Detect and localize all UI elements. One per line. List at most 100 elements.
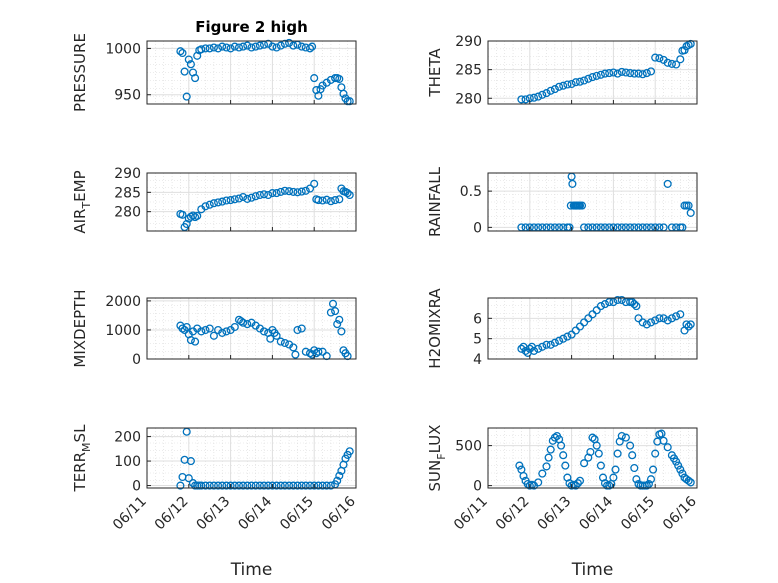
data-point xyxy=(630,300,639,309)
data-series xyxy=(515,429,695,490)
data-point xyxy=(289,41,298,50)
data-point xyxy=(592,306,601,315)
data-point xyxy=(529,346,539,355)
data-point xyxy=(285,481,294,490)
data-point xyxy=(197,481,206,490)
y-tick-label: 5 xyxy=(473,332,482,348)
data-point xyxy=(672,60,681,69)
y-tick-label: 100 xyxy=(114,454,141,470)
y-tick-label: 500 xyxy=(455,439,482,455)
data-point xyxy=(318,196,327,205)
data-point xyxy=(659,436,668,445)
axes-frame xyxy=(146,40,357,105)
data-point xyxy=(542,340,551,349)
subplot-2: 280 285 290 THETA xyxy=(426,34,698,107)
data-point xyxy=(651,53,660,62)
data-point xyxy=(293,481,302,490)
data-point xyxy=(178,48,187,58)
data-point xyxy=(657,429,666,438)
y-tick-label: 1000 xyxy=(105,323,141,339)
data-point xyxy=(310,179,319,188)
data-point xyxy=(555,82,564,91)
data-point xyxy=(178,324,187,333)
data-point xyxy=(571,78,580,87)
data-point xyxy=(634,314,643,323)
data-series xyxy=(176,299,352,361)
data-point xyxy=(251,481,260,490)
y-tick-label: 280 xyxy=(455,91,482,107)
data-point xyxy=(521,95,530,104)
data-point xyxy=(184,55,193,64)
data-point xyxy=(345,447,354,456)
data-point xyxy=(331,307,340,316)
data-point xyxy=(243,194,252,203)
y-axis-label: MIXDEPTH xyxy=(71,289,89,367)
data-point xyxy=(544,453,553,462)
y-tick-label: 0 xyxy=(473,220,482,236)
data-point xyxy=(613,449,622,458)
axes-frame xyxy=(146,172,357,232)
data-point xyxy=(280,39,289,48)
data-point xyxy=(550,433,559,442)
y-axis-label: AIRTEMP xyxy=(71,170,93,233)
data-point xyxy=(205,481,214,490)
data-point xyxy=(676,310,685,319)
data-point xyxy=(559,334,568,343)
data-point xyxy=(333,320,342,329)
data-point xyxy=(230,481,239,490)
y-axis-label-subscript: T xyxy=(80,202,93,210)
axes-frame xyxy=(487,427,698,489)
data-series xyxy=(176,38,354,106)
data-point xyxy=(600,69,610,78)
data-point xyxy=(251,42,260,51)
data-point xyxy=(214,44,223,53)
data-point xyxy=(259,481,269,490)
data-point xyxy=(297,481,306,490)
data-point xyxy=(314,347,323,356)
figure-title: Figure 2 high xyxy=(195,18,308,36)
data-point xyxy=(628,298,637,307)
data-point xyxy=(659,314,668,323)
x-axis-label: Time xyxy=(230,560,273,580)
data-point xyxy=(686,478,695,487)
data-point xyxy=(649,465,658,474)
data-point xyxy=(308,350,317,359)
data-point xyxy=(314,481,323,490)
data-point xyxy=(182,92,191,101)
data-point xyxy=(226,481,235,490)
data-point xyxy=(209,43,218,52)
data-point xyxy=(678,469,687,478)
data-point xyxy=(339,89,348,98)
data-point xyxy=(276,41,285,50)
y-tick-label: 290 xyxy=(114,166,141,182)
data-point xyxy=(201,481,210,490)
data-point xyxy=(577,201,587,210)
data-point xyxy=(617,295,626,305)
y-tick-label: 950 xyxy=(114,88,141,104)
data-point xyxy=(230,322,239,332)
data-point xyxy=(546,340,555,349)
data-point xyxy=(550,85,559,94)
data-series xyxy=(517,39,695,104)
data-point xyxy=(605,298,614,307)
y-axis-label: THETA xyxy=(426,48,444,98)
data-point xyxy=(642,69,651,78)
y-axis-label: PRESSURE xyxy=(71,33,89,112)
data-point xyxy=(280,481,289,490)
data-point xyxy=(310,481,319,490)
data-point xyxy=(534,92,543,101)
data-point xyxy=(542,89,551,98)
data-point xyxy=(515,461,524,470)
data-point xyxy=(297,187,306,196)
data-point xyxy=(575,476,585,485)
data-point xyxy=(534,478,543,487)
data-point xyxy=(617,67,626,76)
data-point xyxy=(632,302,641,311)
data-point xyxy=(230,42,239,51)
y-axis-label-rest: EMP xyxy=(71,170,89,201)
data-point xyxy=(301,481,310,490)
data-point xyxy=(538,90,547,99)
data-point xyxy=(609,68,618,77)
subplot-6: 4 5 6 H2OMIXRA xyxy=(426,288,698,369)
y-axis-label: RAINFALL xyxy=(426,166,444,237)
